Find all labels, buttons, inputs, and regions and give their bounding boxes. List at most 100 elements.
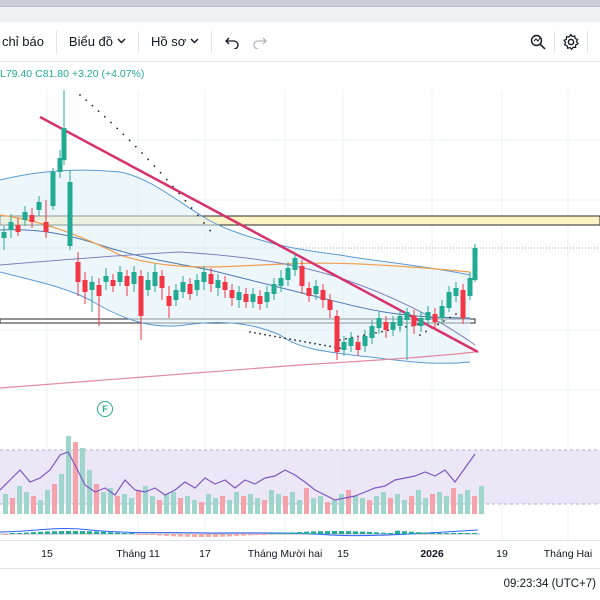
candle-body	[341, 342, 347, 350]
macd-bar	[262, 534, 267, 535]
sar-dot	[190, 207, 193, 209]
volume-bar	[213, 498, 218, 514]
candle-body	[15, 225, 21, 232]
status-bar: 09:23:34 (UTC+7)	[0, 568, 600, 600]
toolbar-divider	[554, 30, 555, 53]
candle-body	[472, 248, 478, 280]
sar-dot	[443, 320, 445, 322]
volume-bar	[332, 500, 337, 514]
profile-menu-button[interactable]: Hồ sơ	[145, 27, 205, 57]
candle-body	[236, 292, 242, 300]
toolbar-divider	[138, 30, 140, 53]
ohlc-legend: L79.40 C81.80 +3.20 (+4.07%)	[0, 68, 147, 80]
candle-body	[208, 274, 214, 284]
volume-bar	[311, 498, 316, 514]
macd-bar	[31, 532, 36, 534]
candle-body	[264, 292, 270, 302]
candle-body	[1, 232, 7, 238]
window-top-strip	[0, 0, 600, 22]
chart-menu-button[interactable]: Biểu đồ	[63, 27, 132, 57]
volume-bar	[248, 494, 253, 514]
volume-bar	[66, 436, 71, 514]
volume-bar	[220, 496, 225, 514]
sar-dot	[324, 344, 326, 347]
earnings-event-marker[interactable]: F	[97, 401, 113, 417]
candle-body	[243, 294, 249, 302]
toolbar-divider	[211, 30, 213, 53]
macd-bar	[388, 533, 393, 534]
undo-button[interactable]	[218, 28, 246, 56]
volume-bar	[94, 484, 99, 514]
macd-bar	[213, 534, 218, 537]
volume-bar	[17, 486, 22, 514]
indicators-label: chỉ báo	[2, 34, 44, 49]
macd-bar	[283, 532, 288, 534]
price-chart[interactable]	[0, 62, 600, 540]
candle-body	[285, 268, 291, 280]
volume-bar	[325, 502, 330, 514]
macd-bar	[332, 531, 337, 534]
volume-bar	[437, 492, 442, 514]
redo-button[interactable]	[246, 28, 274, 56]
candle-body	[467, 278, 473, 296]
candle-body	[355, 342, 361, 350]
macd-bar	[346, 531, 351, 534]
candle-body	[257, 296, 263, 304]
sar-dot	[425, 330, 427, 333]
macd-bar	[255, 534, 260, 535]
volume-bar	[409, 496, 414, 514]
sar-dot	[209, 229, 212, 232]
candle-body	[411, 316, 417, 326]
sar-dot	[91, 104, 94, 107]
sar-dot	[122, 133, 125, 136]
volume-bar	[164, 494, 169, 514]
candle-body	[145, 280, 151, 290]
sar-dot	[381, 330, 383, 333]
indicators-button[interactable]: chỉ báo	[0, 27, 50, 57]
sar-dot	[110, 121, 112, 124]
macd-bar	[325, 531, 330, 534]
settings-button[interactable]	[557, 28, 585, 56]
ma-long-line	[0, 351, 476, 389]
candle-body	[43, 222, 49, 232]
volume-bar	[24, 492, 29, 514]
sar-dot	[116, 127, 119, 130]
resistance-zone[interactable]	[0, 215, 600, 226]
candle-body	[29, 215, 35, 222]
volume-bar	[318, 496, 323, 514]
volume-bar	[276, 494, 281, 514]
clock-display[interactable]: 09:23:34 (UTC+7)	[503, 578, 596, 590]
candle-body	[215, 280, 221, 288]
volume-bar	[297, 500, 302, 514]
macd-bar	[269, 533, 274, 534]
redo-icon	[253, 37, 268, 49]
sar-dot	[165, 178, 168, 181]
candle-body	[250, 294, 256, 302]
ma-line-2	[0, 251, 476, 346]
search-zoom-button[interactable]	[524, 28, 552, 56]
volume-bar	[451, 488, 456, 514]
candle-body	[180, 282, 186, 292]
volume-bar	[353, 496, 358, 514]
volume-bar	[304, 488, 309, 514]
candle-body	[432, 314, 438, 322]
sar-dot	[437, 323, 439, 326]
macd-bar	[367, 531, 372, 534]
macd-bar	[374, 532, 379, 534]
candle-body	[159, 276, 165, 288]
candle-body	[75, 262, 81, 282]
volume-bar	[339, 494, 344, 514]
sar-dot	[269, 334, 271, 337]
chevron-down-icon	[117, 36, 126, 47]
candle-body	[61, 128, 67, 160]
macd-bar	[472, 533, 477, 534]
time-axis[interactable]: 15 Tháng 11 17 Tháng Mười hai 15 2026 19…	[0, 540, 600, 568]
sar-dot	[85, 99, 88, 102]
candle-body	[201, 272, 207, 282]
sar-dot	[134, 145, 137, 148]
bollinger-lower	[0, 271, 471, 364]
candle-body	[334, 316, 340, 352]
legend-change: +3.20 (+4.07%)	[71, 68, 145, 80]
volume-bar	[129, 498, 134, 514]
volume-bar	[255, 498, 260, 514]
